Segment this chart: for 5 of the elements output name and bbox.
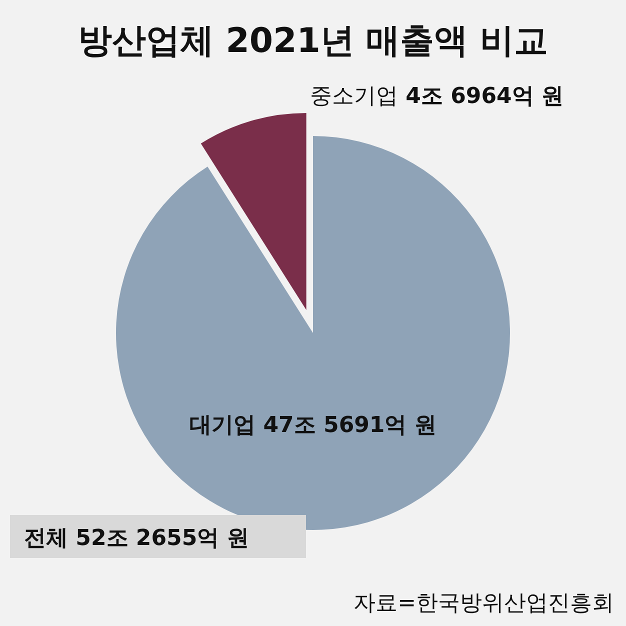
slice-label: 중소기업 4조 6964억 원	[310, 84, 564, 109]
text: 자료=한국방위산업진흥회	[354, 591, 614, 616]
text: 전체 52조 2655억 원	[24, 526, 249, 551]
slice-label: 대기업 47조 5691억 원	[190, 413, 436, 438]
chart-title: 방산업체 2021년 매출액 비교	[78, 21, 548, 61]
